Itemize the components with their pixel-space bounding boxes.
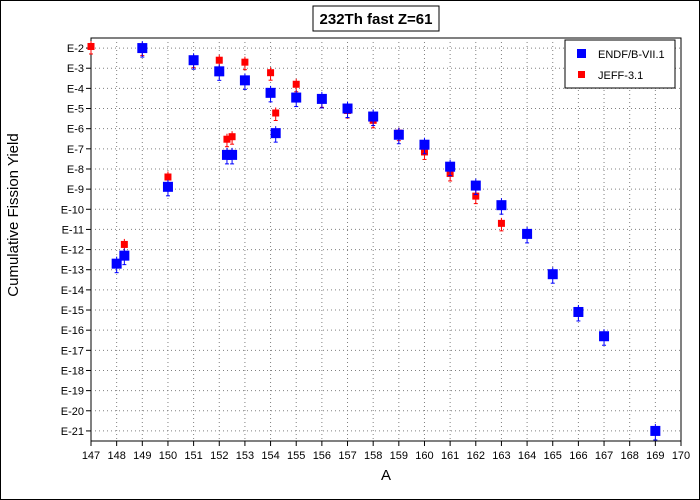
x-tick-label: 155 bbox=[287, 450, 305, 462]
y-tick-label: E-15 bbox=[61, 305, 84, 317]
x-axis-title: A bbox=[381, 467, 391, 484]
legend-label-endf: ENDF/B-VII.1 bbox=[598, 49, 665, 61]
y-tick-label: E-11 bbox=[62, 224, 84, 236]
x-tick-label: 170 bbox=[672, 450, 690, 462]
x-tick-label: 161 bbox=[441, 450, 459, 462]
x-tick-label: 158 bbox=[364, 450, 382, 462]
x-tick-label: 167 bbox=[595, 450, 613, 462]
x-tick-label: 148 bbox=[107, 450, 125, 462]
x-tick-label: 147 bbox=[82, 450, 100, 462]
x-tick-label: 165 bbox=[544, 450, 562, 462]
data-point-endf bbox=[221, 149, 232, 160]
data-point-jeff bbox=[292, 80, 300, 88]
y-tick-label: E-5 bbox=[67, 104, 84, 116]
data-point-endf bbox=[291, 92, 302, 103]
data-point-endf bbox=[522, 228, 533, 239]
data-point-endf bbox=[239, 75, 250, 86]
title-box bbox=[312, 5, 440, 32]
data-point-endf bbox=[573, 306, 584, 317]
y-tick-label: E-3 bbox=[67, 63, 84, 75]
y-tick-label: E-8 bbox=[67, 164, 84, 176]
data-point-endf bbox=[393, 129, 404, 140]
data-point-endf bbox=[227, 149, 238, 160]
y-tick-label: E-14 bbox=[61, 285, 84, 297]
x-tick-label: 162 bbox=[467, 450, 485, 462]
x-tick-label: 152 bbox=[210, 450, 228, 462]
x-tick-label: 159 bbox=[390, 450, 408, 462]
data-point-endf bbox=[368, 111, 379, 122]
y-axis-title: Cumulative Fission Yield bbox=[5, 133, 22, 296]
data-points bbox=[87, 40, 661, 441]
data-point-jeff bbox=[87, 42, 95, 50]
x-tick-label: 166 bbox=[569, 450, 587, 462]
data-point-endf bbox=[650, 425, 661, 436]
y-tick-label: E-21 bbox=[61, 426, 84, 438]
y-tick-label: E-10 bbox=[61, 204, 84, 216]
y-tick-label: E-2 bbox=[67, 43, 84, 55]
data-point-jeff bbox=[120, 240, 128, 248]
data-point-endf bbox=[445, 161, 456, 172]
data-point-jeff bbox=[272, 109, 280, 117]
data-point-endf bbox=[265, 87, 276, 98]
data-point-endf bbox=[419, 139, 430, 150]
y-tick-label: E-19 bbox=[61, 386, 84, 398]
y-tick-label: E-17 bbox=[61, 345, 84, 357]
legend: ENDF/B-VII.1 JEFF-3.1 bbox=[564, 39, 676, 89]
x-tick-label: 160 bbox=[415, 450, 433, 462]
data-point-jeff bbox=[472, 192, 480, 200]
x-tick-label: 153 bbox=[236, 450, 254, 462]
x-tick-label: 150 bbox=[159, 450, 177, 462]
data-point-jeff bbox=[223, 135, 231, 143]
y-tick-label: E-12 bbox=[61, 245, 84, 257]
data-point-jeff bbox=[215, 56, 223, 64]
data-point-endf bbox=[547, 269, 558, 280]
data-point-endf bbox=[188, 55, 199, 66]
x-tick-label: 151 bbox=[184, 450, 202, 462]
y-tick-label: E-6 bbox=[67, 124, 84, 136]
data-point-endf bbox=[119, 250, 130, 261]
y-tick-label: E-9 bbox=[67, 184, 84, 196]
data-point-endf bbox=[111, 258, 122, 269]
data-point-endf bbox=[470, 180, 481, 191]
data-point-jeff bbox=[241, 58, 249, 66]
data-point-endf bbox=[270, 128, 281, 139]
x-tick-label: 149 bbox=[133, 450, 151, 462]
x-tick-label: 154 bbox=[261, 450, 279, 462]
plot-area bbox=[90, 37, 682, 442]
x-tick-label: 156 bbox=[313, 450, 331, 462]
legend-label-jeff: JEFF-3.1 bbox=[598, 70, 643, 82]
data-point-endf bbox=[137, 43, 148, 54]
y-tick-label: E-20 bbox=[61, 406, 84, 418]
data-point-jeff bbox=[164, 173, 172, 181]
data-point-jeff bbox=[497, 219, 505, 227]
y-tick-label: E-7 bbox=[67, 144, 84, 156]
x-tick-label: 163 bbox=[492, 450, 510, 462]
data-point-jeff bbox=[267, 69, 275, 77]
x-axis: 147 148 149 150 151 152 153 154 155 156 157 158 159 1… bbox=[82, 441, 690, 462]
legend-marker-jeff bbox=[578, 71, 585, 78]
legend-marker-endf bbox=[577, 49, 586, 58]
y-tick-label: E-4 bbox=[67, 83, 84, 95]
x-tick-label: 168 bbox=[621, 450, 639, 462]
data-point-endf bbox=[496, 200, 507, 211]
x-tick-label: 164 bbox=[518, 450, 536, 462]
data-point-endf bbox=[599, 331, 610, 342]
y-tick-label: E-18 bbox=[61, 365, 84, 377]
y-tick-label: E-13 bbox=[61, 265, 84, 277]
chart-title: 232Th fast Z=61 bbox=[320, 11, 433, 28]
x-tick-label: 157 bbox=[338, 450, 356, 462]
legend-box bbox=[564, 39, 676, 89]
x-tick-label: 169 bbox=[646, 450, 664, 462]
data-point-jeff bbox=[228, 133, 236, 141]
y-tick-label: E-16 bbox=[61, 325, 84, 337]
data-point-endf bbox=[342, 103, 353, 114]
y-axis: E-2 E-3 E-4 E-5 E-6 E-7 E-8 E-9 E-10 E-11 E-12 E-13… bbox=[61, 43, 91, 438]
data-point-endf bbox=[214, 66, 225, 77]
data-point-endf bbox=[316, 93, 327, 104]
data-point-endf bbox=[162, 181, 173, 192]
